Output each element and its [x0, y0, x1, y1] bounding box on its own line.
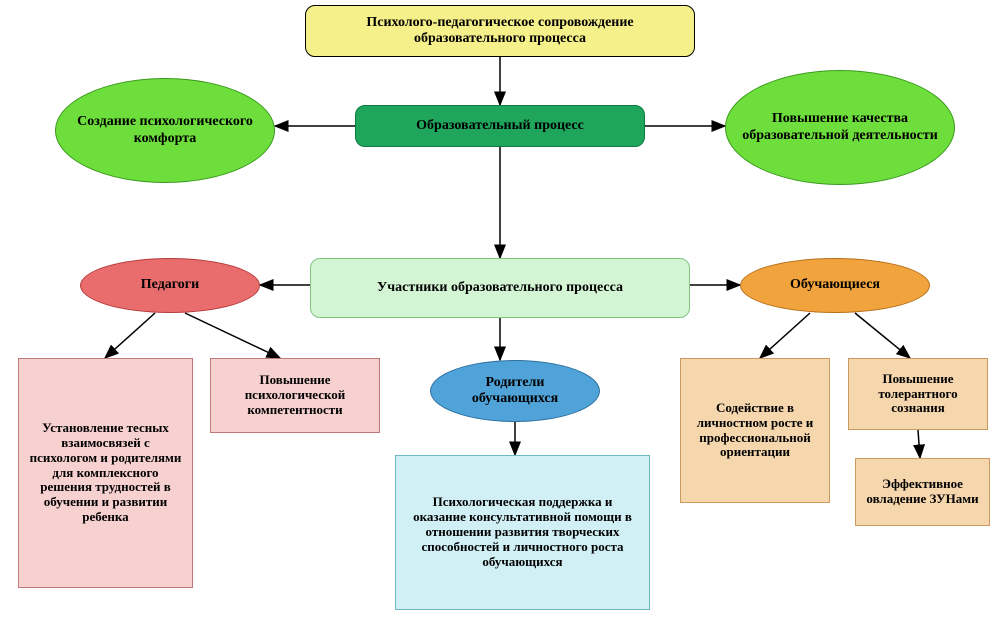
node-student_box1: Содействие в личностном росте и професси…	[680, 358, 830, 503]
node-label: Повышение толерантного сознания	[859, 372, 977, 417]
node-process: Образовательный процесс	[355, 105, 645, 147]
node-students: Обучающиеся	[740, 258, 930, 313]
node-label: Участники образовательного процесса	[377, 280, 623, 296]
node-label: Эффективное овладение ЗУНами	[866, 477, 979, 507]
node-label: Педагоги	[141, 277, 199, 293]
edge-teachers-teacher_box1	[105, 313, 155, 358]
node-label: Повышение психологической компетентности	[221, 373, 369, 418]
node-label: Родители обучающихся	[441, 375, 589, 407]
node-quality: Повышение качества образовательной деяте…	[725, 70, 955, 185]
edge-student_box2-student_box3	[918, 430, 920, 458]
node-label: Обучающиеся	[790, 277, 880, 293]
node-comfort: Создание психологического комфорта	[55, 78, 275, 183]
node-teachers: Педагоги	[80, 258, 260, 313]
node-title: Психолого-педагогическое сопровождение о…	[305, 5, 695, 57]
edge-teachers-teacher_box2	[185, 313, 280, 358]
node-label: Образовательный процесс	[416, 118, 584, 134]
node-parent_box: Психологическая поддержка и оказание кон…	[395, 455, 650, 610]
node-teacher_box1: Установление тесных взаимосвязей с психо…	[18, 358, 193, 588]
node-label: Содействие в личностном росте и професси…	[691, 401, 819, 461]
node-parents: Родители обучающихся	[430, 360, 600, 422]
edge-students-student_box1	[760, 313, 810, 358]
node-teacher_box2: Повышение психологической компетентности	[210, 358, 380, 433]
edge-students-student_box2	[855, 313, 910, 358]
node-label: Психолого-педагогическое сопровождение о…	[316, 15, 684, 47]
node-student_box2: Повышение толерантного сознания	[848, 358, 988, 430]
node-participants: Участники образовательного процесса	[310, 258, 690, 318]
node-label: Повышение качества образовательной деяте…	[736, 111, 944, 143]
node-label: Психологическая поддержка и оказание кон…	[406, 495, 639, 570]
node-label: Установление тесных взаимосвязей с психо…	[29, 421, 182, 526]
node-student_box3: Эффективное овладение ЗУНами	[855, 458, 990, 526]
node-label: Создание психологического комфорта	[66, 114, 264, 146]
